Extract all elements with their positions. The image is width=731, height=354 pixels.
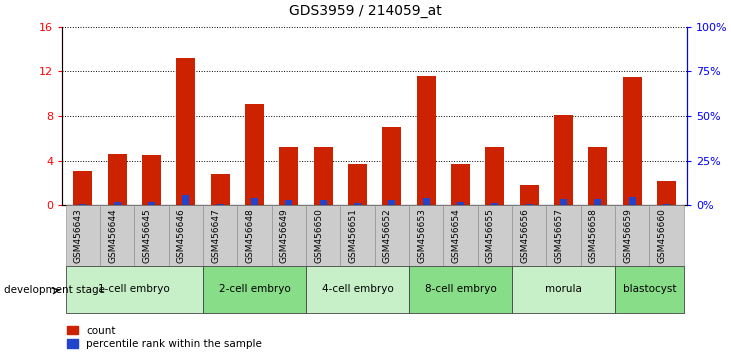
- Bar: [375, 205, 409, 267]
- Bar: [348, 164, 367, 205]
- Bar: [148, 202, 155, 205]
- Bar: [457, 202, 464, 205]
- Bar: [485, 147, 504, 205]
- Bar: [354, 202, 361, 205]
- Bar: [182, 195, 189, 205]
- Text: morula: morula: [545, 284, 582, 295]
- Text: GSM456650: GSM456650: [314, 209, 323, 263]
- Bar: [169, 205, 203, 267]
- Bar: [649, 205, 683, 267]
- Bar: [520, 185, 539, 205]
- Bar: [176, 58, 195, 205]
- Bar: [279, 147, 298, 205]
- Bar: [319, 200, 327, 205]
- Bar: [306, 205, 341, 267]
- Bar: [657, 181, 676, 205]
- Bar: [341, 205, 374, 267]
- Bar: [560, 199, 567, 205]
- Text: GDS3959 / 214059_at: GDS3959 / 214059_at: [289, 4, 442, 18]
- Bar: [409, 205, 443, 267]
- Bar: [491, 202, 499, 205]
- Bar: [211, 174, 230, 205]
- Bar: [588, 147, 607, 205]
- Bar: [203, 205, 238, 267]
- Bar: [251, 198, 258, 205]
- Bar: [580, 205, 615, 267]
- Text: 8-cell embryo: 8-cell embryo: [425, 284, 496, 295]
- Text: GSM456651: GSM456651: [349, 209, 357, 263]
- Text: GSM456652: GSM456652: [383, 209, 392, 263]
- Text: GSM456658: GSM456658: [589, 209, 598, 263]
- Bar: [417, 76, 436, 205]
- Bar: [388, 200, 395, 205]
- Bar: [451, 164, 470, 205]
- Bar: [423, 198, 430, 205]
- Text: 1-cell embryo: 1-cell embryo: [99, 284, 170, 295]
- Legend: count, percentile rank within the sample: count, percentile rank within the sample: [67, 326, 262, 349]
- Bar: [546, 205, 580, 267]
- Text: GSM456644: GSM456644: [108, 209, 117, 263]
- Text: GSM456649: GSM456649: [280, 209, 289, 263]
- Text: GSM456643: GSM456643: [74, 209, 83, 263]
- Bar: [142, 155, 161, 205]
- Text: GSM456659: GSM456659: [624, 209, 632, 263]
- Bar: [615, 205, 649, 267]
- Bar: [216, 204, 224, 205]
- Bar: [477, 205, 512, 267]
- Text: development stage: development stage: [4, 285, 105, 295]
- Text: GSM456645: GSM456645: [143, 209, 151, 263]
- Bar: [73, 171, 92, 205]
- Bar: [663, 204, 670, 205]
- Bar: [203, 266, 306, 313]
- Text: 2-cell embryo: 2-cell embryo: [219, 284, 290, 295]
- Bar: [512, 266, 615, 313]
- Bar: [100, 205, 135, 267]
- Bar: [629, 197, 636, 205]
- Bar: [66, 266, 203, 313]
- Bar: [238, 205, 272, 267]
- Bar: [409, 266, 512, 313]
- Text: GSM456660: GSM456660: [658, 209, 667, 263]
- Bar: [382, 127, 401, 205]
- Bar: [594, 199, 602, 205]
- Bar: [66, 205, 100, 267]
- Text: GSM456648: GSM456648: [246, 209, 254, 263]
- Bar: [245, 104, 264, 205]
- Text: 4-cell embryo: 4-cell embryo: [322, 284, 393, 295]
- Bar: [615, 266, 683, 313]
- Bar: [79, 204, 86, 205]
- Text: GSM456655: GSM456655: [486, 209, 495, 263]
- Text: blastocyst: blastocyst: [623, 284, 676, 295]
- Text: GSM456653: GSM456653: [417, 209, 426, 263]
- Bar: [285, 200, 292, 205]
- Bar: [306, 266, 409, 313]
- Text: GSM456657: GSM456657: [555, 209, 564, 263]
- Bar: [526, 204, 533, 205]
- Text: GSM456654: GSM456654: [452, 209, 461, 263]
- Bar: [107, 154, 126, 205]
- Bar: [135, 205, 169, 267]
- Bar: [554, 115, 573, 205]
- Bar: [113, 202, 121, 205]
- Text: GSM456656: GSM456656: [520, 209, 529, 263]
- Bar: [314, 147, 333, 205]
- Bar: [272, 205, 306, 267]
- Bar: [623, 77, 642, 205]
- Text: GSM456646: GSM456646: [177, 209, 186, 263]
- Bar: [443, 205, 477, 267]
- Bar: [512, 205, 546, 267]
- Text: GSM456647: GSM456647: [211, 209, 220, 263]
